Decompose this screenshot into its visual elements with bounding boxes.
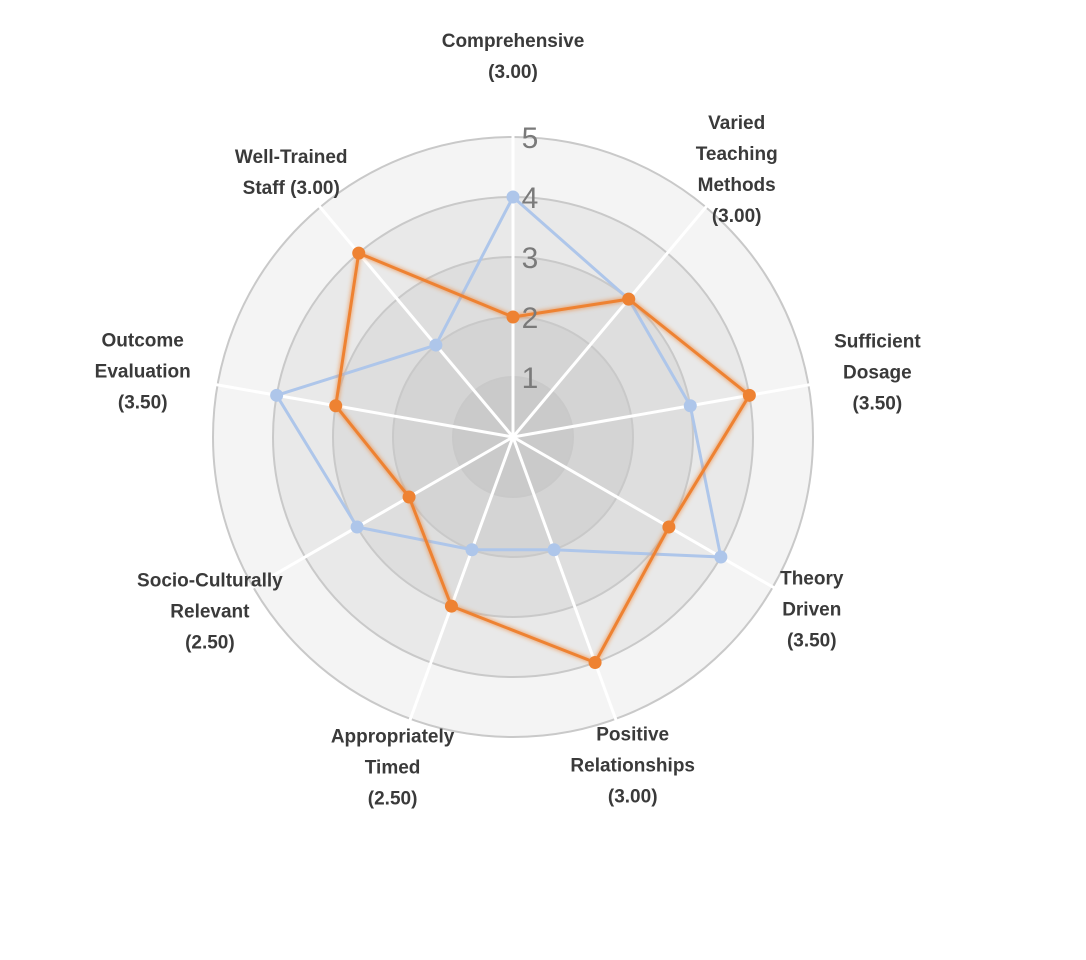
radial-tick-label: 3 bbox=[522, 242, 539, 275]
series-1-point bbox=[465, 543, 479, 557]
series-1-point bbox=[506, 190, 520, 204]
axis-category-label: Theory Driven (3.50) bbox=[780, 568, 844, 651]
series-1-point bbox=[429, 338, 443, 352]
series-1-point bbox=[350, 520, 364, 534]
axis-category-label: Sufficient Dosage (3.50) bbox=[834, 331, 921, 415]
series-2-point bbox=[662, 520, 676, 534]
series-1-point bbox=[683, 399, 697, 413]
axis-category-label: Varied Teaching Methods (3.00) bbox=[695, 113, 778, 228]
series-2-point bbox=[352, 246, 366, 260]
radial-tick-label: 1 bbox=[522, 362, 539, 395]
series-2-point bbox=[742, 388, 756, 402]
axis-category-label: Comprehensive (3.00) bbox=[441, 31, 585, 83]
series-1-point bbox=[714, 550, 728, 564]
axis-spoke bbox=[229, 435, 514, 602]
axis-category-label: Socio-Culturally Relevant (2.50) bbox=[137, 570, 283, 654]
axis-spoke bbox=[512, 435, 797, 602]
axis-category-label: Appropriately Timed (2.50) bbox=[330, 726, 455, 810]
series-2-point bbox=[506, 310, 520, 324]
axis-spoke bbox=[191, 378, 514, 439]
axis-spoke bbox=[400, 436, 515, 744]
axis-category-label: Outcome Evaluation (3.50) bbox=[94, 330, 191, 414]
series-line-2 bbox=[334, 251, 751, 665]
series-2-point bbox=[588, 656, 602, 670]
axis-category-label: Positive Relationships (3.00) bbox=[570, 724, 695, 808]
axis-category-label: Well-Trained Staff (3.00) bbox=[234, 146, 348, 199]
series-2-point bbox=[402, 490, 416, 504]
radial-tick-label: 2 bbox=[522, 302, 539, 335]
series-2-point bbox=[444, 599, 458, 613]
axis-spoke bbox=[511, 186, 724, 438]
series-line-1 bbox=[275, 195, 723, 559]
radial-tick-label: 4 bbox=[522, 182, 539, 215]
axis-spoke bbox=[302, 186, 515, 438]
axis-spoke bbox=[512, 378, 835, 439]
series-2-point bbox=[622, 292, 636, 306]
axis-spoke bbox=[511, 436, 626, 744]
series-1-point bbox=[270, 388, 284, 402]
series-2-point bbox=[329, 399, 343, 413]
series-1-point bbox=[547, 543, 561, 557]
radial-tick-label: 5 bbox=[522, 122, 539, 155]
